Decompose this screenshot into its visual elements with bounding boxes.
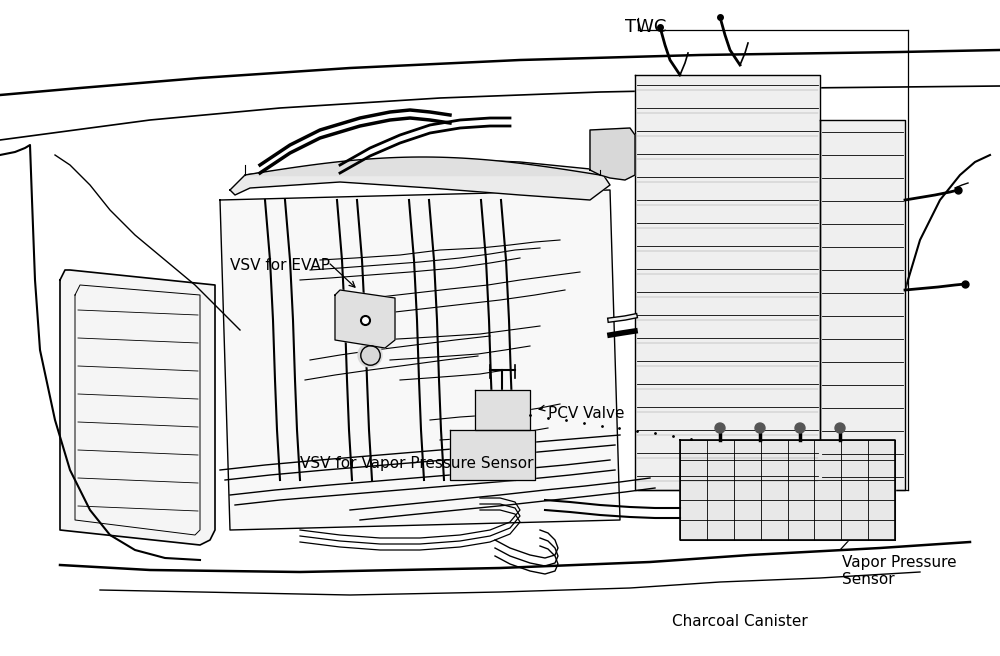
Polygon shape <box>450 430 535 480</box>
Text: VSV for Vapor Pressure Sensor: VSV for Vapor Pressure Sensor <box>300 456 534 471</box>
Circle shape <box>715 423 725 433</box>
Polygon shape <box>230 158 610 200</box>
Circle shape <box>358 343 382 367</box>
Polygon shape <box>635 75 820 490</box>
Circle shape <box>755 423 765 433</box>
Polygon shape <box>475 390 530 430</box>
Text: TWC: TWC <box>625 18 666 36</box>
Text: Charcoal Canister: Charcoal Canister <box>672 614 808 629</box>
Text: Vapor Pressure
Sensor: Vapor Pressure Sensor <box>842 555 957 587</box>
Polygon shape <box>590 128 635 180</box>
Polygon shape <box>335 290 395 348</box>
Text: PCV Valve: PCV Valve <box>548 406 624 421</box>
Polygon shape <box>680 440 895 540</box>
Circle shape <box>795 423 805 433</box>
Polygon shape <box>60 270 215 545</box>
Circle shape <box>835 423 845 433</box>
Polygon shape <box>220 190 620 530</box>
Text: VSV for EVAP: VSV for EVAP <box>230 258 330 273</box>
Polygon shape <box>820 120 905 490</box>
